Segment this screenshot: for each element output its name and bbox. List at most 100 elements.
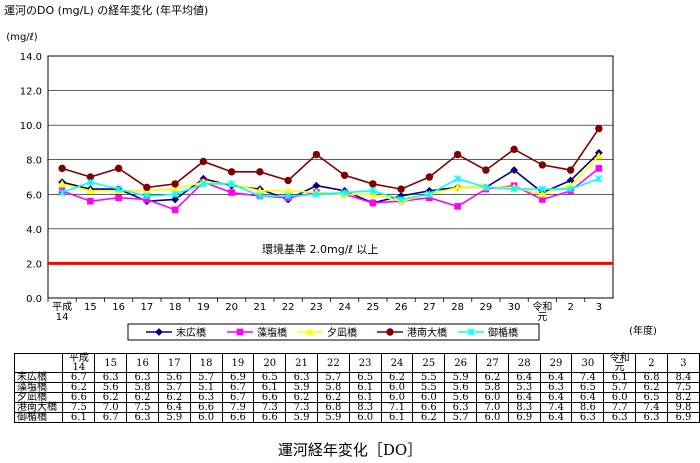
data-point	[340, 171, 349, 179]
x-tick-label: 28	[451, 302, 464, 313]
table-header-cell: 28	[507, 353, 541, 373]
table-cell: 6.2	[126, 392, 159, 403]
table-cell: 5.6	[94, 382, 128, 393]
table-header-cell: 2	[635, 353, 668, 373]
data-point	[538, 185, 547, 193]
table-cell: 6.2	[285, 392, 318, 403]
table-cell: 5.7	[603, 382, 637, 393]
table-cell: 7.1	[380, 402, 414, 413]
table-cell: 6.4	[507, 392, 541, 403]
table-cell: 6.2	[157, 392, 191, 403]
legend: 末広橋 藻塩橋 夕凪橋 港南大橋 御楯橋	[127, 323, 540, 341]
table-cell: 5.5	[412, 372, 446, 383]
table-cell: 7.4	[635, 402, 668, 413]
data-point	[86, 178, 95, 186]
table-cell: 8.2	[666, 392, 700, 403]
legend-label: 末広橋	[176, 326, 206, 339]
y-tick-label: 14.0	[20, 52, 42, 63]
data-point	[284, 176, 292, 185]
data-point	[369, 180, 377, 188]
table-cell: 7.4	[539, 402, 573, 413]
data-point	[256, 168, 264, 176]
legend-marker	[155, 328, 163, 336]
data-point	[312, 190, 321, 198]
table-header-cell	[13, 353, 64, 373]
legend-label: 夕凪橋	[327, 326, 357, 339]
table-cell: 5.9	[285, 412, 318, 423]
legend-label: 港南大橋	[407, 326, 447, 339]
table-cell: 6.1	[603, 372, 637, 383]
data-point	[397, 195, 405, 204]
data-point	[453, 150, 462, 159]
reference-line-group: 環境基準 2.0mg/ℓ 以上	[48, 242, 613, 265]
data-point	[453, 175, 462, 183]
y-tick-label: 0.0	[26, 294, 42, 305]
table-header-cell: 24	[380, 353, 414, 373]
table-header-cell: 15	[94, 353, 128, 373]
table-cell: 6.4	[539, 372, 573, 383]
data-point	[284, 192, 292, 200]
table-cell: 5.9	[285, 382, 318, 393]
data-point	[143, 192, 151, 200]
data-point	[86, 186, 95, 194]
series-line	[61, 177, 600, 201]
x-tick-label: 26	[395, 302, 408, 313]
table-row-label: 夕凪橋	[13, 392, 64, 403]
chart-svg: 0.0 2.0 4.0 6.0 8.0 10.0 12.0 14.0 (mg/ℓ) 平成14 15…	[6, 32, 657, 341]
data-point	[114, 185, 123, 193]
data-point	[171, 180, 179, 188]
table-cell: 6.3	[285, 372, 318, 383]
table-row-label: 藻塩橋	[13, 382, 64, 393]
table-cell: 5.8	[476, 382, 509, 393]
series-line	[61, 128, 600, 190]
data-point	[171, 195, 180, 204]
y-axis-ticks: 0.0 2.0 4.0 6.0 8.0 10.0 12.0 14.0 (mg/ℓ)	[6, 32, 613, 305]
table-cell: 6.6	[412, 402, 446, 413]
table-row-label: 港南大橋	[13, 402, 64, 413]
table-cell: 5.1	[189, 382, 223, 393]
x-tick-label: 14	[56, 312, 69, 323]
caption: 運河経年変化［DO］	[277, 441, 423, 459]
data-point	[397, 185, 405, 193]
table-cell: 6.2	[62, 382, 96, 393]
data-point	[171, 190, 179, 198]
legend-marker	[236, 328, 244, 336]
x-tick-label: 29	[480, 302, 493, 313]
data-point	[453, 183, 462, 191]
table-cell: 7.3	[253, 402, 287, 413]
data-point	[425, 190, 434, 198]
data-point	[58, 188, 66, 197]
legend-marker	[305, 327, 315, 336]
data-table: 平成14 15 16 17 18 19 20 21 22 23 24 25 26 27 28 29 30 令和元 2…	[13, 353, 700, 423]
data-point	[256, 192, 264, 200]
x-tick-label: 元	[537, 312, 547, 323]
table-cell: 6.3	[539, 382, 573, 393]
table-cell: 6.0	[412, 392, 446, 403]
data-point	[566, 185, 575, 193]
table-cell: 7.5	[126, 402, 159, 413]
data-point	[58, 179, 67, 187]
data-point	[58, 164, 66, 173]
table-header-cell: 3	[666, 353, 700, 373]
table-cell: 5.9	[316, 412, 350, 423]
legend-label: 藻塩橋	[257, 326, 287, 339]
table-cell: 6.1	[380, 412, 414, 423]
table-cell: 6.5	[348, 372, 382, 383]
x-tick-label: 3	[596, 302, 602, 313]
legend-marker	[467, 328, 475, 336]
table-cell: 6.1	[62, 412, 96, 423]
x-tick-label: 平成	[52, 301, 72, 313]
data-point	[143, 183, 151, 192]
table-cell: 7.3	[285, 402, 318, 413]
table-cell: 5.7	[316, 372, 350, 383]
legend-box	[127, 323, 540, 341]
table-cell: 6.0	[603, 392, 637, 403]
data-point	[369, 199, 377, 207]
table-header-cell: 21	[285, 353, 318, 373]
table-cell: 5.8	[316, 382, 350, 393]
table-header-cell: 29	[539, 353, 573, 373]
table-cell: 5.7	[189, 372, 223, 383]
table-cell: 6.8	[635, 372, 668, 383]
table-cell: 6.3	[126, 412, 159, 423]
data-point	[595, 165, 603, 172]
